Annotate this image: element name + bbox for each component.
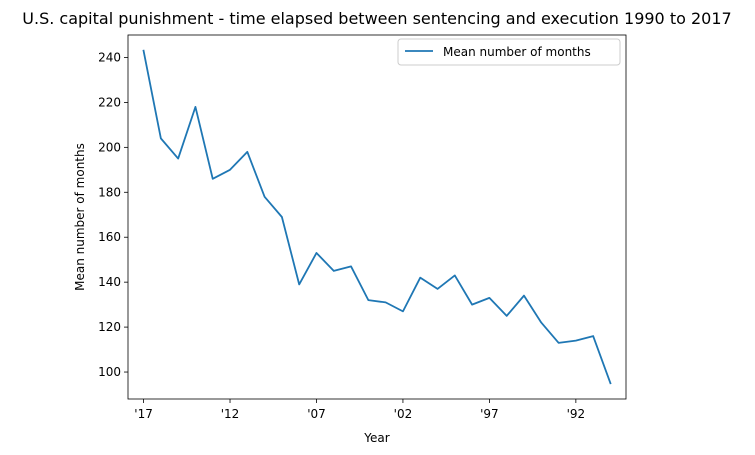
y-tick-label: 220: [98, 95, 121, 109]
x-axis-label: Year: [363, 431, 389, 445]
legend-box: [397, 38, 621, 66]
y-axis-label: Mean number of months: [73, 143, 87, 291]
y-tick-label: 140: [98, 275, 121, 289]
series-layer: [142, 49, 612, 385]
x-tick-label: '12: [221, 407, 240, 421]
x-tick-label: '17: [134, 407, 153, 421]
x-tick-label: '07: [307, 407, 326, 421]
chart-title: U.S. capital punishment - time elapsed b…: [22, 9, 731, 28]
plot-area: [127, 34, 627, 400]
x-tick-label: '92: [567, 407, 586, 421]
y-tick-label: 240: [98, 50, 121, 64]
y-tick-label: 180: [98, 185, 121, 199]
y-tick-label: 120: [98, 320, 121, 334]
x-axis: '17 '12 '07 '02 '97 '92: [134, 399, 585, 421]
legend-label: Mean number of months: [443, 45, 591, 59]
legend: Mean number of months: [397, 38, 621, 66]
y-tick-label: 200: [98, 140, 121, 154]
series-line-0: [142, 49, 612, 385]
y-axis: 100 120 140 160 180 200 220 240: [98, 50, 128, 379]
x-tick-label: '02: [394, 407, 413, 421]
y-tick-label: 100: [98, 365, 121, 379]
x-tick-label: '97: [480, 407, 499, 421]
y-tick-label: 160: [98, 230, 121, 244]
